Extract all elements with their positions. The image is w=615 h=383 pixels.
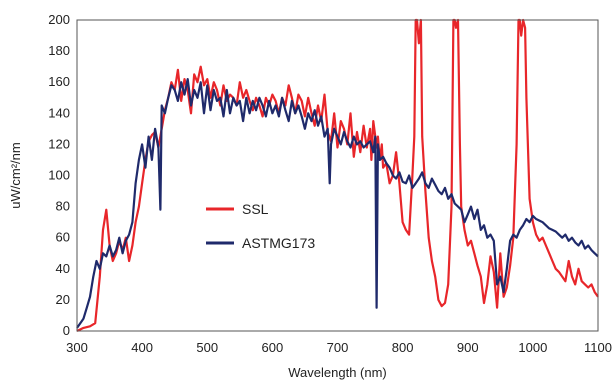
y-tick-label: 100 — [48, 168, 70, 183]
legend-label-ssl: SSL — [242, 201, 269, 217]
y-tick-label: 120 — [48, 136, 70, 151]
y-tick-label: 60 — [56, 230, 70, 245]
series-layer — [76, 18, 599, 332]
y-tick-label: 0 — [63, 323, 70, 338]
legend: SSL ASTMG173 — [206, 201, 315, 251]
x-tick-label: 300 — [66, 340, 88, 355]
x-tick-label: 900 — [457, 340, 479, 355]
y-axis-label: uW/cm²/nm — [8, 142, 23, 208]
y-tick-label: 140 — [48, 105, 70, 120]
y-tick-label: 80 — [56, 199, 70, 214]
x-tick-label: 500 — [196, 340, 218, 355]
x-axis-label: Wavelength (nm) — [288, 365, 387, 380]
x-tick-label: 1000 — [518, 340, 547, 355]
y-tick-label: 40 — [56, 261, 70, 276]
x-tick-label: 800 — [392, 340, 414, 355]
y-tick-label: 200 — [48, 12, 70, 27]
series-line-ssl — [76, 18, 599, 332]
y-tick-label: 180 — [48, 43, 70, 58]
x-tick-label: 400 — [131, 340, 153, 355]
legend-label-astmg173: ASTMG173 — [242, 235, 315, 251]
ticks-layer: 0 20 40 60 80 100 120 140 160 180 200 300 400 500 600 7… — [48, 12, 612, 355]
x-tick-label: 1100 — [584, 340, 612, 355]
y-tick-label: 20 — [56, 292, 70, 307]
series-line-astmg173 — [76, 78, 599, 329]
plot-frame — [76, 19, 599, 332]
y-tick-label: 160 — [48, 74, 70, 89]
x-tick-label: 600 — [262, 340, 284, 355]
x-tick-label: 700 — [327, 340, 349, 355]
